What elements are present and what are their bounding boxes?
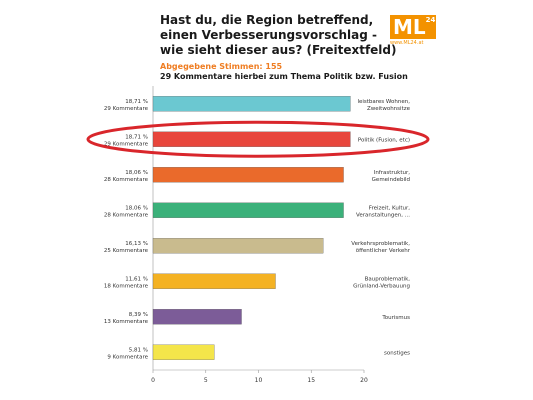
ml24-logo: ML24 xyxy=(390,15,436,39)
bar-comments-label: 13 Kommentare xyxy=(104,319,149,325)
bar-category-label: Veranstaltungen, ... xyxy=(356,212,410,218)
bar xyxy=(152,96,351,112)
x-tick-label: 0 xyxy=(151,377,155,384)
bar xyxy=(152,344,215,360)
highlight-ellipse xyxy=(86,120,430,158)
bar-comments-label: 28 Kommentare xyxy=(104,177,149,183)
bar xyxy=(152,202,344,218)
x-tick-label: 10 xyxy=(255,377,263,384)
bar-percent-label: 18,71 % xyxy=(125,134,148,140)
bar-comments-label: 28 Kommentare xyxy=(104,212,149,218)
bar-percent-label: 16,13 % xyxy=(125,241,148,247)
bar-percent-label: 5,81 % xyxy=(129,347,148,353)
x-tick-label: 15 xyxy=(307,377,315,384)
x-tick-label: 5 xyxy=(204,377,208,384)
bar-percent-label: 18,06 % xyxy=(125,205,148,211)
logo-url: www.ML24.at xyxy=(390,40,424,46)
bar-comments-label: 9 Kommentare xyxy=(107,354,148,360)
bar-comments-label: 29 Kommentare xyxy=(104,141,149,147)
bar-comments-label: 29 Kommentare xyxy=(104,106,149,112)
bar xyxy=(152,309,242,325)
bar-percent-label: 8,39 % xyxy=(129,312,148,318)
logo-text: ML xyxy=(393,15,426,39)
bar-percent-label: 18,06 % xyxy=(125,170,148,176)
x-tick-label: 20 xyxy=(360,377,368,384)
chart-title: Hast du, die Region betreffend, einen Ve… xyxy=(160,13,397,57)
comments-note: 29 Kommentare hierbei zum Thema Politik … xyxy=(160,72,408,81)
bar-category-label: Grünland-Verbauung xyxy=(353,283,410,289)
bar-comments-label: 18 Kommentare xyxy=(104,283,149,289)
bar-category-label: Zweitwohnsitze xyxy=(367,106,411,112)
bar-category-label: öffentlicher Verkehr xyxy=(356,248,411,254)
votes-count: Abgegebene Stimmen: 155 xyxy=(160,62,283,71)
bar-percent-label: 18,71 % xyxy=(125,99,148,105)
bar-category-label: Bauproblematik, xyxy=(365,276,411,282)
bar-category-label: leistbares Wohnen, xyxy=(357,99,410,105)
bar-category-label: Verkehrsproblematik, xyxy=(351,241,410,247)
bar-comments-label: 25 Kommentare xyxy=(104,248,149,254)
bar xyxy=(152,273,276,289)
bar-category-label: Gemeindebild xyxy=(372,177,410,183)
bar xyxy=(152,238,324,254)
bar-category-label: sonstiges xyxy=(384,350,410,356)
bar xyxy=(152,131,351,147)
bar xyxy=(152,167,344,183)
bar-category-label: Tourismus xyxy=(381,315,410,321)
bar-category-label: Infrastruktur, xyxy=(374,170,411,176)
logo-sup: 24 xyxy=(425,16,436,24)
bar-percent-label: 11,61 % xyxy=(125,276,148,282)
bar-category-label: Politik (Fusion, etc) xyxy=(358,137,410,143)
bar-category-label: Freizeit, Kultur, xyxy=(369,205,411,211)
